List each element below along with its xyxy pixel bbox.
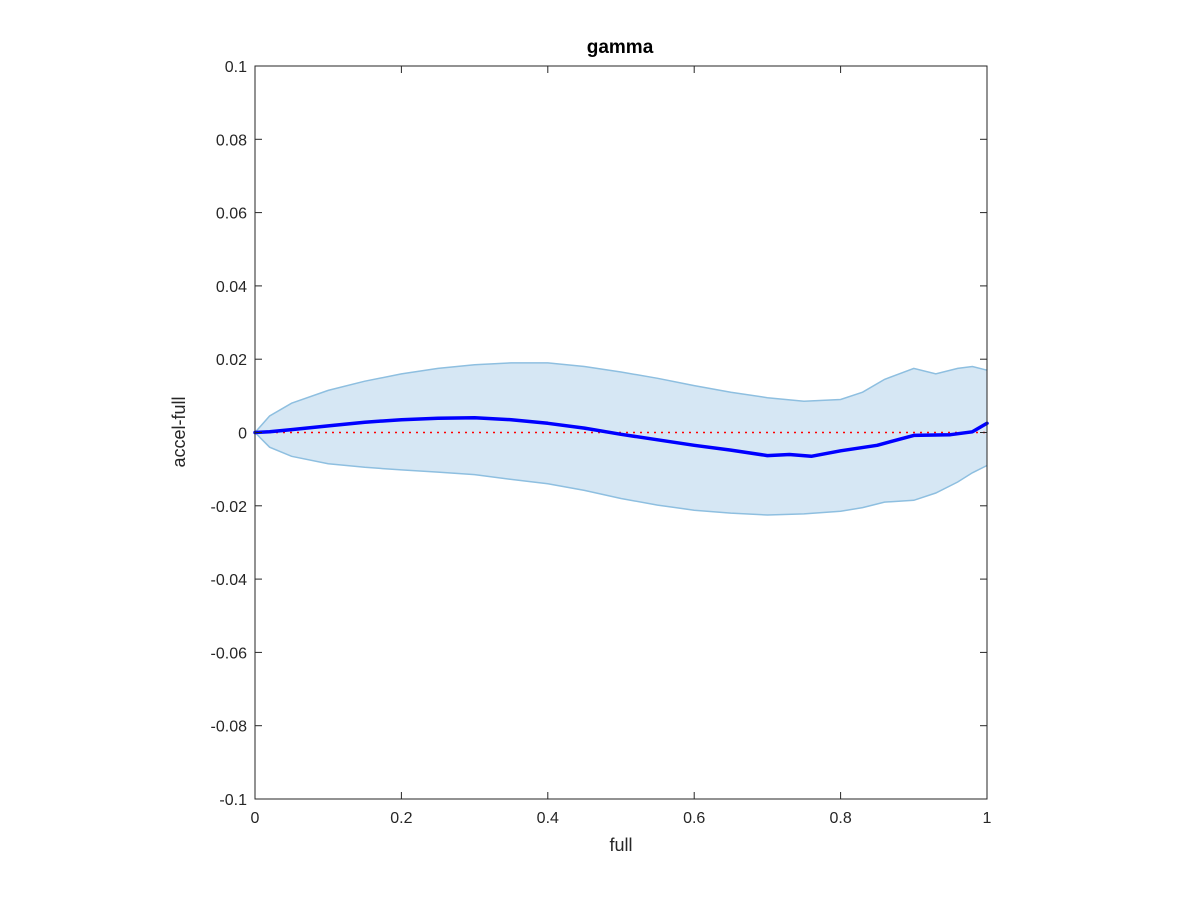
y-tick-label: -0.08 — [211, 719, 248, 736]
x-tick-label: 0.4 — [537, 810, 559, 827]
y-tick-label: 0.06 — [216, 206, 247, 223]
y-tick-label: 0.02 — [216, 352, 247, 369]
x-tick-label: 0.6 — [683, 810, 705, 827]
series-line-0 — [253, 416, 989, 459]
confidence-band — [255, 362, 987, 515]
axes-box — [254, 65, 988, 800]
y-tick-label: -0.04 — [211, 572, 248, 589]
chart-title: gamma — [587, 37, 654, 58]
band-upper-edge — [254, 362, 988, 433]
y-tick-label: -0.02 — [211, 499, 248, 516]
x-tick-label: 0 — [251, 810, 260, 827]
y-tick-label: -0.06 — [211, 645, 248, 662]
x-axis-label: full — [609, 835, 632, 855]
y-tick-label: 0.08 — [216, 132, 247, 149]
axis-ticks: 0 0.2 0.4 0.6 0.8 1 -0.1 -0.08 -0.06 -0.04 -0.02 0 0… — [211, 59, 992, 827]
y-tick-label: 0.04 — [216, 279, 247, 296]
band-lower-edge — [254, 431, 988, 516]
y-tick-label: -0.1 — [219, 792, 247, 809]
plot-area — [253, 362, 989, 516]
y-axis-label: accel-full — [169, 396, 189, 467]
x-tick-label: 0.8 — [829, 810, 851, 827]
y-tick-label: 0.1 — [225, 59, 247, 76]
x-tick-label: 1 — [983, 810, 992, 827]
y-tick-label: 0 — [238, 426, 247, 443]
x-tick-label: 0.2 — [390, 810, 412, 827]
